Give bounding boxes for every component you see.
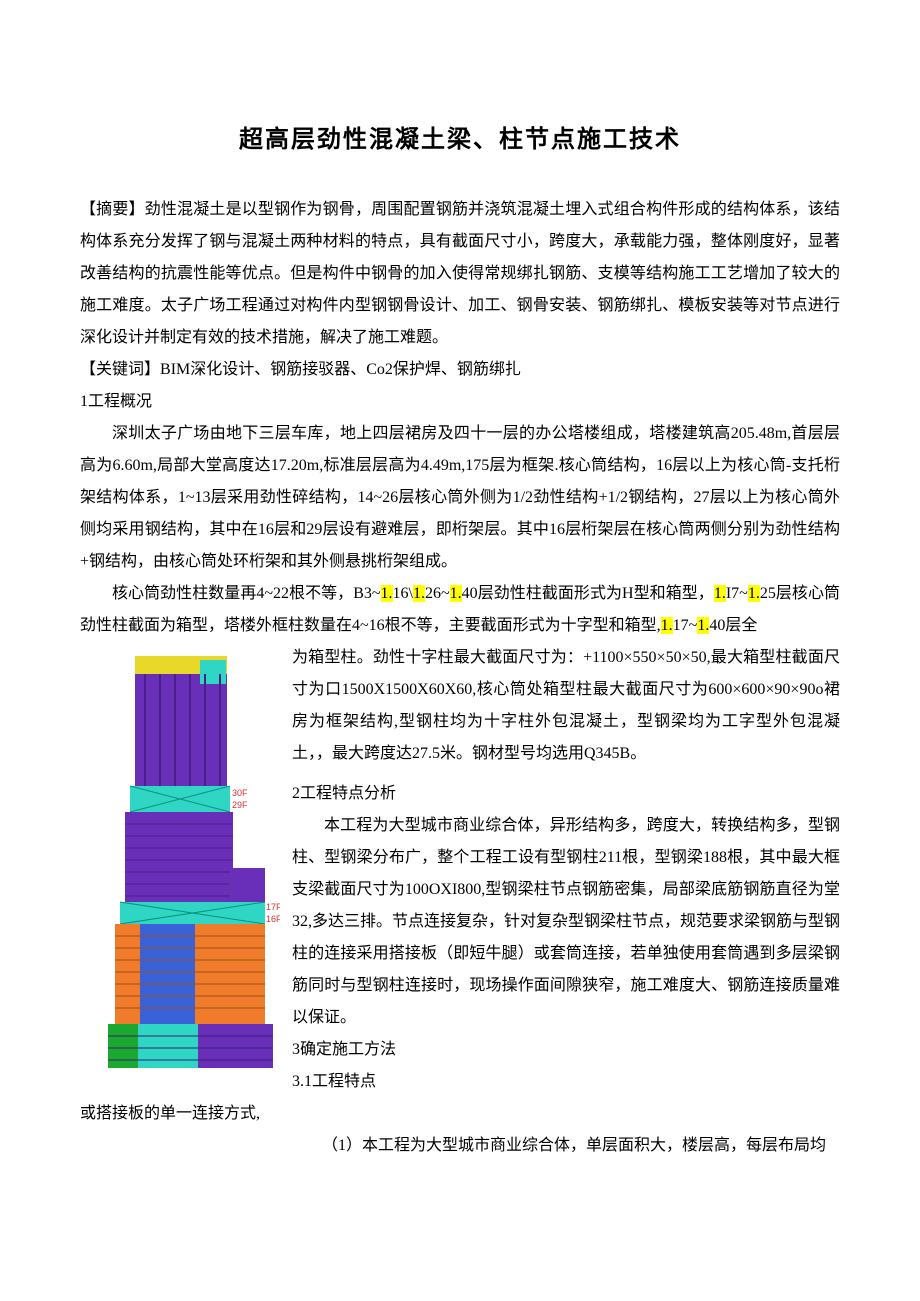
section-1-heading: 1工程概况 [80, 386, 840, 418]
highlight: 1. [413, 585, 425, 602]
connector-line: 或搭接板的单一连接方式, [80, 1098, 840, 1130]
floor-label-16f: 16F [266, 914, 280, 924]
floor-label-17f: 17F [266, 902, 280, 912]
section-1-para-1: 深圳太子广场由地下三层车库，地上四层裙房及四十一层的办公塔楼组成，塔楼建筑高20… [80, 418, 840, 578]
highlight: 1. [661, 617, 673, 634]
abstract-text: 劲性混凝土是以型钢作为钢骨，周围配置钢筋并浇筑混凝土埋入式组合构件形成的结构体系… [80, 201, 840, 346]
keywords-text: BIM深化设计、钢筋接驳器、Co2保护焊、钢筋绑扎 [160, 361, 521, 378]
building-3d-model-image: 30F 29F 17F 16F [80, 648, 280, 1078]
wrap-para-1: 为箱型柱。劲性十字柱最大截面尺寸为：+1100×550×50×50,最大箱型柱截… [292, 649, 840, 762]
abstract-label: 【摘要】 [80, 201, 145, 218]
document-title: 超高层劲性混凝土梁、柱节点施工技术 [80, 116, 840, 164]
image-text-wrap-section: 30F 29F 17F 16F [80, 642, 840, 1098]
highlight: 1. [714, 585, 726, 602]
abstract-paragraph: 【摘要】劲性混凝土是以型钢作为钢骨，周围配置钢筋并浇筑混凝土埋入式组合构件形成的… [80, 194, 840, 354]
keywords-paragraph: 【关键词】BIM深化设计、钢筋接驳器、Co2保护焊、钢筋绑扎 [80, 354, 840, 386]
highlight: 1. [381, 585, 393, 602]
highlight: 1. [450, 585, 462, 602]
keywords-label: 【关键词】 [80, 361, 160, 378]
section-3-1-para-1: （1）本工程为大型城市商业综合体，单层面积大，楼层高，每层布局均 [290, 1130, 840, 1162]
highlight: 1. [697, 617, 709, 634]
floor-label-30f: 30F [232, 788, 248, 798]
section-1-para-2: 核心筒劲性柱数量再4~22根不等，B3~1.16\1.26~1.40层劲性柱截面… [80, 578, 840, 642]
floor-label-29f: 29F [232, 800, 248, 810]
highlight: 1. [748, 585, 760, 602]
